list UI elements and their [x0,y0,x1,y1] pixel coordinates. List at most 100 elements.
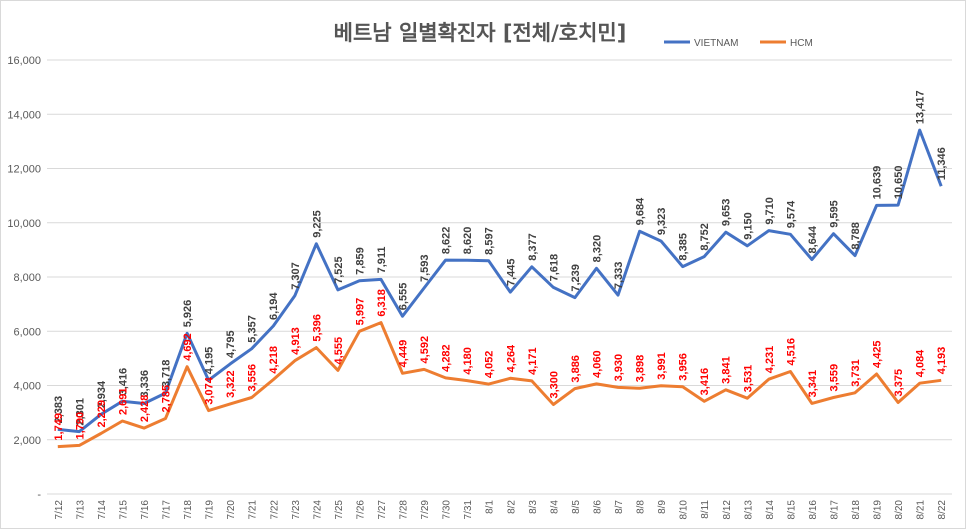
data-label-vietnam: 9,684 [635,197,647,225]
data-label-hcm: 4,555 [333,337,345,365]
x-tick-label: 8/6 [592,500,603,514]
x-tick-label: 7/18 [183,500,194,520]
x-tick-label: 8/12 [722,500,733,520]
x-tick-label: 8/19 [873,500,884,520]
data-label-hcm: 3,886 [570,355,582,383]
x-tick-label: 8/13 [743,500,754,520]
data-label-hcm: 4,171 [527,347,539,375]
data-label-vietnam: 4,795 [225,330,237,358]
x-tick-label: 7/24 [312,500,323,520]
data-label-vietnam: 9,150 [742,212,754,240]
data-label-vietnam: 9,323 [656,208,668,236]
data-label-hcm: 2,428 [139,395,151,423]
data-label-hcm: 4,052 [484,351,496,379]
y-tick-label: 10,000 [7,218,41,230]
data-label-hcm: 4,193 [936,347,948,375]
data-label-hcm: 3,322 [225,370,237,398]
chart-title: 베트남 일별확진자 [전체/호치민] [334,21,627,45]
x-tick-label: 7/29 [420,500,431,520]
legend-label-hcm: HCM [790,38,813,49]
data-label-hcm: 4,060 [591,350,603,378]
x-tick-label: 8/1 [485,500,496,514]
x-tick-label: 7/25 [334,500,345,520]
data-label-vietnam: 10,650 [893,165,905,199]
y-tick-label: 12,000 [7,164,41,176]
y-tick-label: 16,000 [7,55,41,67]
x-tick-label: 8/11 [700,500,711,519]
x-tick-label: 8/5 [571,500,582,514]
data-label-vietnam: 7,307 [290,262,302,290]
data-label-vietnam: 4,195 [204,347,216,375]
x-tick-label: 7/19 [205,500,216,520]
data-label-vietnam: 6,555 [398,283,410,311]
x-tick-label: 7/16 [140,500,151,520]
data-label-vietnam: 7,593 [419,255,431,283]
data-label-hcm: 4,449 [398,340,410,368]
data-label-hcm: 3,341 [807,370,819,398]
x-tick-label: 7/17 [162,500,173,520]
data-label-vietnam: 7,618 [548,254,560,282]
data-label-vietnam: 8,377 [527,233,539,261]
data-label-vietnam: 3,718 [161,360,173,388]
x-tick-label: 8/4 [549,500,560,514]
series-lines [57,128,943,449]
data-label-hcm: 4,592 [419,336,431,364]
x-tick-label: 8/21 [916,500,927,520]
data-label-vietnam: 8,752 [699,223,711,251]
data-label-vietnam: 2,934 [96,380,108,408]
x-tick-label: 8/16 [808,500,819,520]
data-label-hcm: 4,282 [441,344,453,372]
data-label-hcm: 3,556 [247,364,259,392]
data-label-hcm: 4,516 [785,338,797,366]
data-label-hcm: 3,416 [699,368,711,396]
data-label-hcm: 3,375 [893,369,905,397]
data-label-hcm: 4,692 [182,333,194,361]
y-tick-label: 6,000 [13,326,41,338]
x-tick-label: 8/15 [786,500,797,520]
x-tick-label: 7/21 [248,500,259,520]
data-label-vietnam: 7,525 [333,256,345,284]
data-label-vietnam: 3,336 [139,370,151,398]
data-label-hcm: 4,218 [268,346,280,374]
x-tick-label: 8/9 [657,500,668,514]
data-label-hcm: 4,264 [505,344,517,372]
data-label-vietnam: 13,417 [915,90,927,124]
data-label-vietnam: 8,385 [678,233,690,261]
data-label-vietnam: 8,597 [484,227,496,255]
series-line-hcm [57,321,942,449]
data-label-vietnam: 5,357 [247,315,259,343]
y-tick-label: 8,000 [13,272,41,284]
data-label-vietnam: 3,416 [117,368,129,396]
x-tick-label: 7/14 [97,500,108,520]
x-tick-label: 8/10 [679,500,690,520]
x-tick-label: 7/31 [463,500,474,520]
x-tick-label: 8/20 [894,500,905,520]
data-labels: 2,383 2,301 2,934 3,416 3,336 3,718 5,926 4,195… [53,90,948,440]
data-label-vietnam: 2,383 [53,396,65,424]
x-tick-label: 8/2 [506,500,517,514]
data-label-hcm: 1,749 [53,413,65,441]
data-label-hcm: 5,997 [354,298,366,326]
data-label-hcm: 3,531 [742,365,754,393]
x-tick-label: 7/22 [269,500,280,520]
x-tick-label: 7/23 [291,500,302,520]
legend: VIETNAM HCM [664,38,813,49]
data-label-hcm: 4,180 [462,347,474,375]
data-label-hcm: 3,300 [548,371,560,399]
x-tick-label: 8/22 [937,500,948,520]
x-tick-label: 7/12 [54,500,65,520]
data-label-vietnam: 5,926 [182,300,194,328]
data-label-vietnam: 7,333 [613,262,625,290]
data-label-vietnam: 10,639 [872,166,884,200]
x-tick-label: 7/28 [399,500,410,520]
y-axis-ticks: - 2,000 4,000 6,000 8,000 10,000 12,000 14,000 1… [7,55,41,501]
data-label-hcm: 4,913 [290,327,302,355]
x-tick-label: 8/14 [765,500,776,520]
data-label-vietnam: 7,239 [570,264,582,292]
data-label-vietnam: 2,301 [74,398,86,426]
data-label-vietnam: 7,445 [505,259,517,287]
data-label-vietnam: 8,788 [850,222,862,250]
data-label-vietnam: 8,644 [807,225,819,253]
